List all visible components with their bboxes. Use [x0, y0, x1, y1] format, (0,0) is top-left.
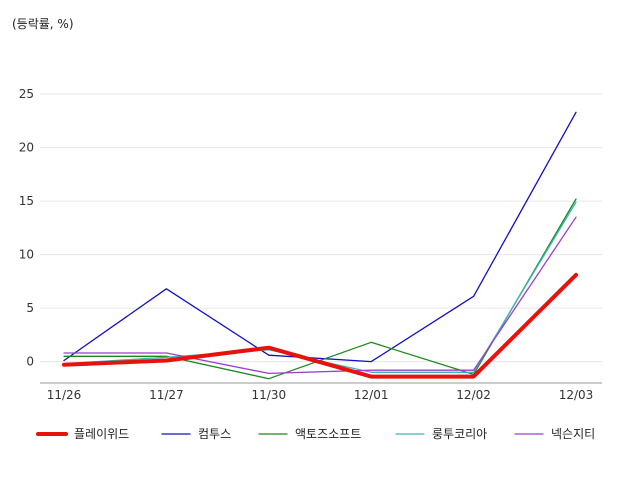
y-tick-label: 0 [26, 355, 34, 369]
y-tick-label: 20 [19, 141, 34, 155]
legend-label-4: 룽투코리아 [432, 427, 487, 441]
series-line-5 [63, 216, 577, 375]
legend-label-1: 플레이위드 [74, 427, 129, 441]
legend: 플레이위드 컴투스 액토즈소프트 룽투코리아 넥슨지티 [36, 427, 595, 441]
x-axis-ticks: 11/26 11/27 11/30 12/01 12/02 12/03 [47, 388, 594, 402]
x-tick-label: 11/26 [47, 388, 82, 402]
legend-label-3: 액토즈소프트 [295, 427, 361, 441]
x-tick-label: 11/27 [149, 388, 184, 402]
legend-label-2: 컴투스 [198, 427, 231, 441]
series-line-1 [62, 272, 578, 379]
series-lines [62, 111, 578, 380]
series-line-4 [63, 201, 577, 373]
x-tick-label: 12/03 [559, 388, 594, 402]
legend-label-5: 넥슨지티 [551, 427, 595, 441]
series-line-2 [63, 111, 577, 363]
y-tick-label: 15 [19, 194, 34, 208]
x-tick-label: 12/02 [456, 388, 491, 402]
y-tick-label: 5 [26, 301, 34, 315]
y-tick-label: 25 [19, 87, 34, 101]
gridlines [40, 93, 602, 363]
y-axis-ticks: 0 5 10 15 20 25 [19, 87, 34, 369]
unit-label: (등락률, %) [12, 17, 74, 31]
x-tick-label: 11/30 [252, 388, 287, 402]
x-tick-label: 12/01 [354, 388, 389, 402]
y-tick-label: 10 [19, 248, 34, 262]
